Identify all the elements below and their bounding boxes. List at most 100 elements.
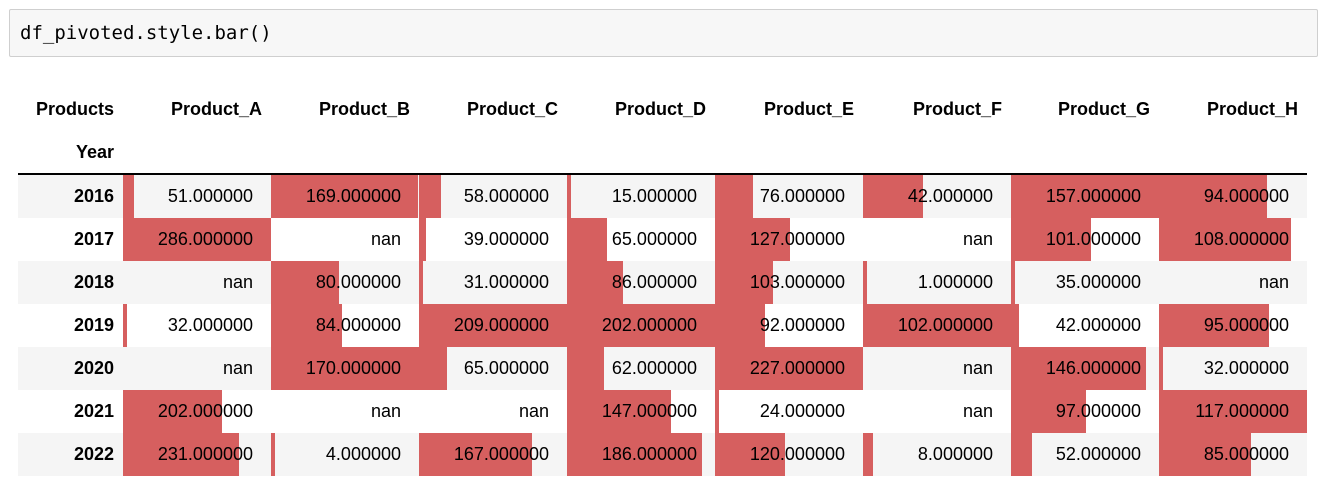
cell-value: 24.000000 <box>759 401 845 421</box>
cell-value: 32.000000 <box>1203 358 1289 378</box>
cell-value: 65.000000 <box>463 358 549 378</box>
value-bar <box>123 218 271 261</box>
value-bar <box>567 175 572 218</box>
value-bar <box>715 347 863 390</box>
value-bar <box>567 261 624 304</box>
table-row: 2018 nan 80.000000 31.000000 86.000000 103.00… <box>18 261 1307 304</box>
value-bar <box>863 433 874 476</box>
data-cell: 65.000000 <box>567 218 715 261</box>
data-cell: 84.000000 <box>271 304 419 347</box>
value-bar <box>715 261 773 304</box>
data-cell: 127.000000 <box>715 218 863 261</box>
cell-value: 167.000000 <box>453 444 549 464</box>
data-cell: 146.000000 <box>1011 347 1159 390</box>
cell-value: 15.000000 <box>611 186 697 206</box>
column-header: Product_H <box>1206 98 1298 119</box>
data-cell: 117.000000 <box>1159 390 1307 433</box>
value-bar <box>419 433 533 476</box>
cell-value: 31.000000 <box>463 272 549 292</box>
data-cell: 92.000000 <box>715 304 863 347</box>
data-cell: 1.000000 <box>863 261 1011 304</box>
value-bar <box>123 390 223 433</box>
value-bar <box>863 304 1011 347</box>
row-index-label: 2017 <box>73 229 114 249</box>
cell-value: 97.000000 <box>1055 401 1141 421</box>
cell-value: 32.000000 <box>167 315 253 335</box>
cell-value: 94.000000 <box>1203 186 1289 206</box>
data-cell: 42.000000 <box>1011 304 1159 347</box>
cell-value: 1.000000 <box>917 272 993 292</box>
cell-value: 4.000000 <box>325 444 401 464</box>
data-cell: 32.000000 <box>123 304 271 347</box>
value-bar <box>567 218 607 261</box>
cell-value: 42.000000 <box>1055 315 1141 335</box>
data-cell: 102.000000 <box>863 304 1011 347</box>
data-cell: nan <box>123 347 271 390</box>
data-cell: 31.000000 <box>419 261 567 304</box>
data-cell: nan <box>863 390 1011 433</box>
value-bar <box>419 218 426 261</box>
cell-value: 202.000000 <box>157 401 253 421</box>
data-cell: 108.000000 <box>1159 218 1307 261</box>
value-bar <box>567 304 715 347</box>
cell-value: nan <box>222 358 253 378</box>
cell-value: 209.000000 <box>453 315 549 335</box>
data-cell: 103.000000 <box>715 261 863 304</box>
cell-value: nan <box>222 272 253 292</box>
data-cell: 209.000000 <box>419 304 567 347</box>
row-index-label: 2019 <box>73 315 114 335</box>
cell-value: nan <box>518 401 549 421</box>
column-header-row: Products Product_A Product_B Product_C Prod… <box>18 87 1307 131</box>
value-bar <box>715 304 765 347</box>
cell-value: nan <box>370 401 401 421</box>
cell-value: 8.000000 <box>917 444 993 464</box>
data-cell: 147.000000 <box>567 390 715 433</box>
value-bar <box>419 347 448 390</box>
cell-value: 58.000000 <box>463 186 549 206</box>
value-bar <box>567 390 672 433</box>
row-index-label: 2020 <box>73 358 114 378</box>
cell-value: 101.000000 <box>1045 229 1141 249</box>
value-bar <box>715 433 785 476</box>
column-header: Product_G <box>1057 98 1150 119</box>
cell-value: nan <box>962 358 993 378</box>
value-bar <box>1159 433 1252 476</box>
column-header: Product_C <box>466 98 558 119</box>
header-spacer <box>123 131 271 175</box>
data-cell: 227.000000 <box>715 347 863 390</box>
cell-value: 39.000000 <box>463 229 549 249</box>
value-bar <box>1011 218 1092 261</box>
cell-value: 51.000000 <box>167 186 253 206</box>
cell-value: 146.000000 <box>1045 358 1141 378</box>
table-row: 2020 nan 170.000000 65.000000 62.000000 227.0… <box>18 347 1307 390</box>
cell-value: 169.000000 <box>305 186 401 206</box>
data-cell: 286.000000 <box>123 218 271 261</box>
index-name-label: Year <box>18 131 123 175</box>
code-input-cell[interactable]: df_pivoted.style.bar() <box>9 9 1318 57</box>
data-cell: 85.000000 <box>1159 433 1307 476</box>
row-index-label: 2022 <box>73 444 114 464</box>
cell-value: 86.000000 <box>611 272 697 292</box>
code-text: df_pivoted.style.bar() <box>20 22 272 44</box>
cell-value: 157.000000 <box>1045 186 1141 206</box>
data-cell: 24.000000 <box>715 390 863 433</box>
data-cell: 95.000000 <box>1159 304 1307 347</box>
table-row: 2017 286.000000 nan 39.000000 65.000000 127.0… <box>18 218 1307 261</box>
value-bar <box>1159 347 1164 390</box>
column-header: Product_A <box>170 98 262 119</box>
data-cell: 86.000000 <box>567 261 715 304</box>
cell-value: 227.000000 <box>749 358 845 378</box>
value-bar <box>419 304 567 347</box>
data-cell: 62.000000 <box>567 347 715 390</box>
data-cell: 80.000000 <box>271 261 419 304</box>
value-bar <box>419 175 442 218</box>
table-body: 2016 51.000000 169.000000 58.000000 15.00000… <box>18 174 1307 476</box>
value-bar <box>715 175 753 218</box>
value-bar <box>123 433 239 476</box>
cell-value: 108.000000 <box>1193 229 1289 249</box>
data-cell: nan <box>419 390 567 433</box>
data-cell: 101.000000 <box>1011 218 1159 261</box>
cell-value: 35.000000 <box>1055 272 1141 292</box>
data-cell: 52.000000 <box>1011 433 1159 476</box>
cell-value: 84.000000 <box>315 315 401 335</box>
